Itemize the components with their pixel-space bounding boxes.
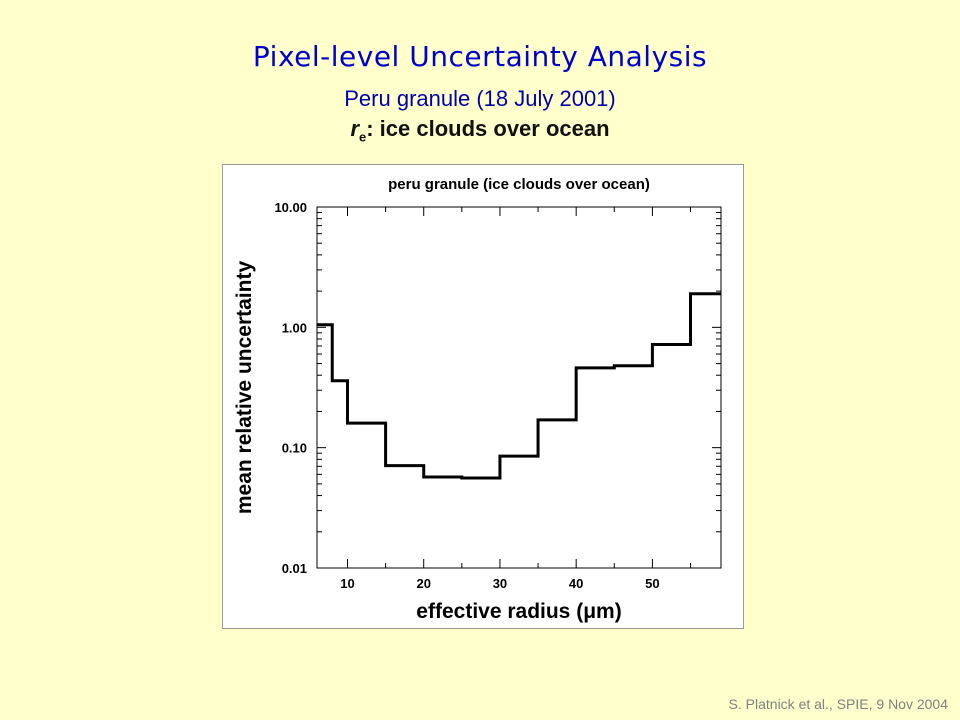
x-tick-label: 30 — [493, 576, 507, 591]
radius-symbol: r — [350, 116, 359, 141]
heading-text: : ice clouds over ocean — [366, 116, 610, 141]
x-axis-label: effective radius (μm) — [416, 600, 621, 623]
credit-text: S. Platnick et al., SPIE, 9 Nov 2004 — [728, 696, 948, 712]
y-tick-label: 10.00 — [274, 200, 307, 215]
slide-subtitle: Peru granule (18 July 2001) — [344, 86, 616, 111]
x-tick-label: 20 — [416, 576, 430, 591]
series-step-line — [317, 292, 721, 480]
x-tick-label: 40 — [569, 576, 583, 591]
x-tick-label: 10 — [340, 576, 354, 591]
x-tick-label: 50 — [645, 576, 659, 591]
slide-heading: re: ice clouds over ocean — [0, 116, 960, 144]
slide-title: Pixel-level Uncertainty Analysis — [252, 40, 708, 73]
y-tick-label: 1.00 — [282, 320, 307, 335]
chart-panel: 10 20 30 40 50 10.00 1.00 0.10 0.01 peru granule … — [222, 164, 744, 629]
y-axis-label: mean relative uncertainty — [233, 261, 256, 515]
plot-frame — [316, 206, 722, 569]
y-tick-label: 0.10 — [282, 441, 307, 456]
y-tick-label: 0.01 — [282, 561, 307, 576]
uncertainty-chart: 10 20 30 40 50 10.00 1.00 0.10 0.01 peru granule … — [233, 176, 722, 623]
radius-subscript: e — [359, 129, 367, 145]
chart-title: peru granule (ice clouds over ocean) — [388, 176, 650, 193]
